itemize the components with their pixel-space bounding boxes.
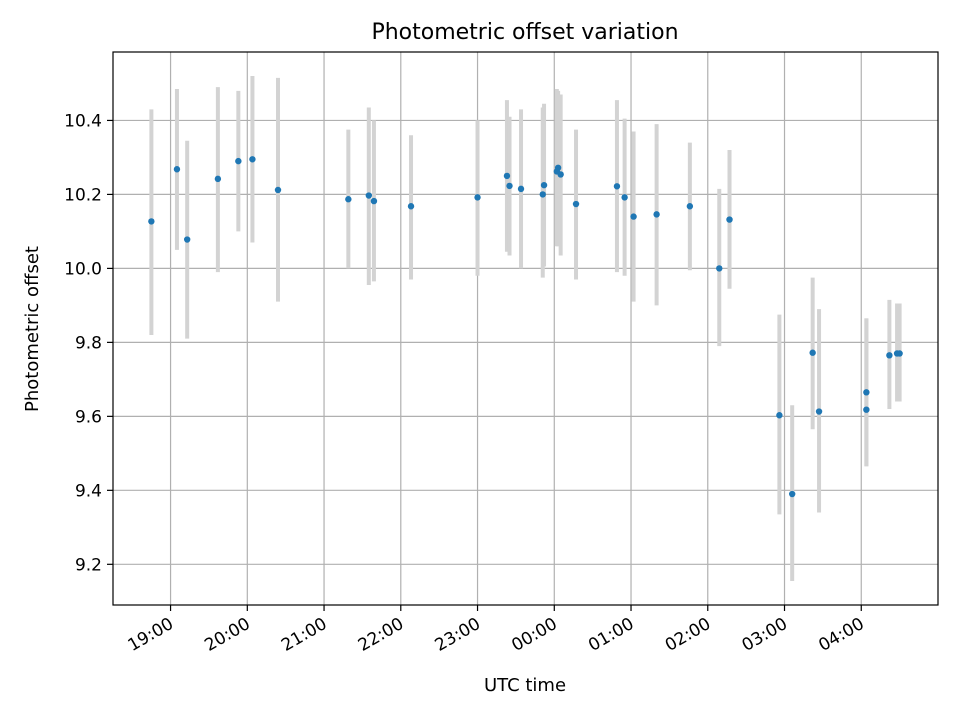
x-tick-label: 00:00 <box>508 614 560 656</box>
x-tick-label: 02:00 <box>662 614 714 656</box>
y-tick-label: 10.2 <box>64 185 102 205</box>
y-tick-label: 10.4 <box>64 111 102 131</box>
x-tick-label: 21:00 <box>278 614 330 656</box>
data-point <box>788 490 796 498</box>
data-point <box>554 164 562 171</box>
data-point <box>726 216 733 223</box>
x-tick-label: 19:00 <box>125 614 177 656</box>
error-bars <box>149 76 902 581</box>
plot-frame <box>112 51 939 606</box>
axis-ticks: 19:00 20:00 21:00 22:00 23:00 00:00 01:00 02:00… <box>64 111 868 655</box>
data-point <box>539 191 546 198</box>
data-point <box>214 175 222 183</box>
data-point <box>474 194 481 201</box>
data-point <box>148 218 155 225</box>
data-point <box>370 197 378 205</box>
data-point <box>274 186 282 194</box>
data-point <box>863 389 870 396</box>
grid <box>113 52 938 605</box>
data-point <box>621 194 628 201</box>
data-points <box>148 156 903 498</box>
data-point <box>345 196 352 203</box>
data-point <box>716 265 723 272</box>
data-point <box>613 183 621 190</box>
x-tick-label: 23:00 <box>432 614 484 656</box>
x-tick-label: 22:00 <box>355 614 407 656</box>
data-point <box>407 203 415 210</box>
x-tick-label: 04:00 <box>815 614 867 656</box>
y-tick-label: 9.6 <box>75 407 102 427</box>
y-tick-label: 9.8 <box>75 333 102 353</box>
data-point <box>809 349 816 356</box>
chart-title: Photometric offset variation <box>371 20 678 45</box>
x-tick-label: 03:00 <box>739 614 791 656</box>
data-point <box>776 412 783 419</box>
data-point <box>517 185 525 193</box>
data-point <box>686 203 694 210</box>
data-point <box>235 157 242 165</box>
data-point <box>249 156 256 163</box>
data-point <box>365 192 373 199</box>
data-point <box>863 406 870 413</box>
data-point <box>896 350 903 357</box>
data-point <box>557 171 564 178</box>
data-point <box>886 352 893 359</box>
y-tick-label: 9.2 <box>75 555 102 575</box>
data-point <box>183 236 191 243</box>
x-tick-label: 20:00 <box>201 614 253 656</box>
data-point <box>653 211 660 218</box>
y-axis-label: Photometric offset <box>22 246 43 412</box>
data-point <box>630 213 637 220</box>
x-tick-label: 01:00 <box>585 614 637 656</box>
data-point <box>572 200 580 208</box>
y-tick-label: 10.0 <box>64 259 102 279</box>
data-point <box>503 172 511 180</box>
data-point <box>506 182 513 190</box>
data-point <box>540 181 548 189</box>
data-point <box>173 166 181 173</box>
x-axis-label: UTC time <box>484 675 566 696</box>
y-tick-label: 9.4 <box>75 481 102 501</box>
data-point <box>815 408 823 415</box>
